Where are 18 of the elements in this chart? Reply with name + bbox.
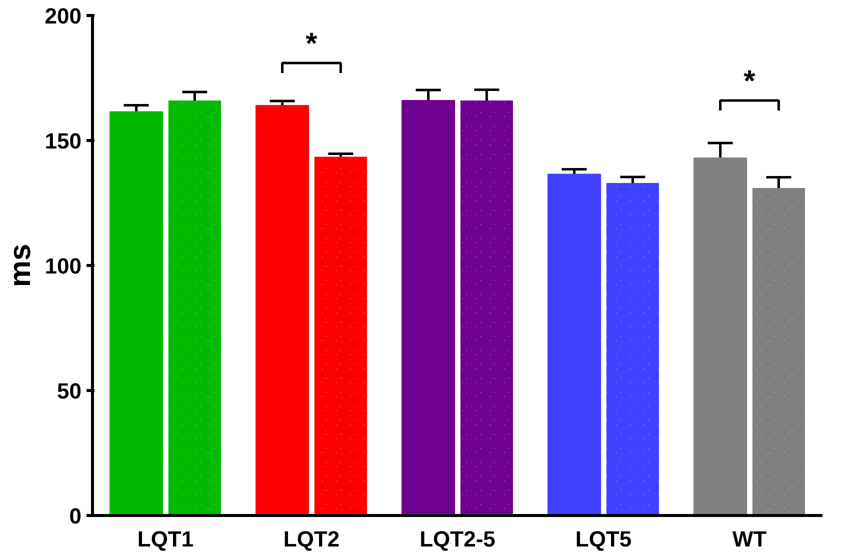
bar	[402, 100, 456, 516]
y-tick-label: 0	[69, 504, 82, 528]
y-axis-title: ms	[4, 244, 37, 288]
annotation: *	[744, 65, 756, 98]
x-tick-label: LQT2	[283, 526, 340, 552]
bar	[694, 158, 748, 516]
y-tick-label: 150	[44, 128, 82, 154]
x-tick-label: LQT1	[137, 526, 194, 552]
y-tick-label: 200	[44, 4, 82, 28]
y-tick-label: 100	[44, 254, 82, 278]
x-tick-label: WT	[732, 526, 768, 552]
x-tick-label: LQT5	[575, 526, 632, 552]
bar	[548, 174, 602, 516]
bar	[110, 111, 164, 516]
y-tick-label: 50	[57, 378, 82, 404]
x-tick-label: LQT2-5	[420, 526, 496, 552]
annotation: *	[306, 28, 318, 60]
bar	[256, 105, 310, 516]
